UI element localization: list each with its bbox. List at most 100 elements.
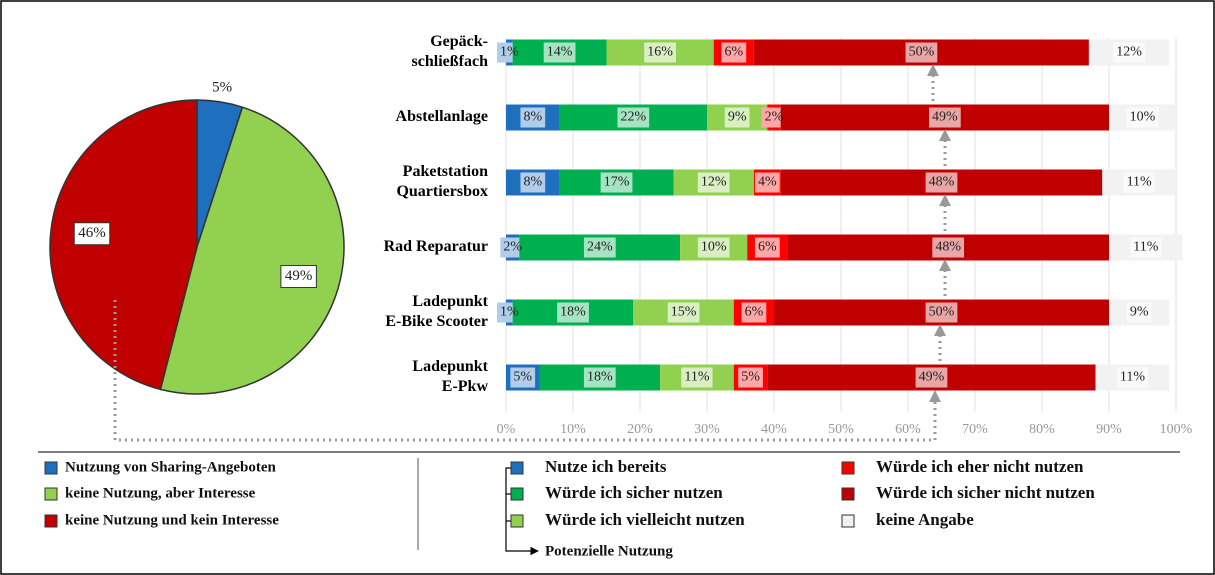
- label-tint: [583, 237, 616, 258]
- label-bg: [667, 302, 700, 323]
- legend-swatch: [841, 461, 855, 475]
- value-label: 2%: [503, 240, 522, 255]
- value-label: 6%: [758, 240, 777, 255]
- value-label: 6%: [745, 305, 764, 320]
- label-tint: [697, 237, 730, 258]
- label-bg: [697, 172, 730, 193]
- label-bg: [932, 237, 965, 258]
- legend-label: keine Angabe: [876, 510, 974, 529]
- value-label-box: [543, 42, 576, 63]
- value-label: 12%: [1116, 45, 1142, 60]
- label-tint: [510, 367, 536, 388]
- label-tint: [1126, 107, 1159, 128]
- label-bg: [754, 172, 780, 193]
- x-tick-label: 20%: [627, 422, 653, 437]
- label-bg: [721, 42, 747, 63]
- y-tick-label: Ladepunkt: [412, 358, 488, 375]
- label-tint: [741, 302, 767, 323]
- value-label-box: [721, 42, 747, 63]
- legend-swatch: [44, 461, 58, 475]
- value-label: 15%: [671, 305, 697, 320]
- value-label: 48%: [929, 175, 955, 190]
- y-tick-label: Rad Reparatur: [384, 238, 488, 255]
- legend-swatch: [44, 514, 58, 528]
- label-tint: [754, 172, 780, 193]
- label-bg: [543, 42, 576, 63]
- value-label: 5%: [741, 370, 760, 385]
- value-label: 24%: [587, 240, 613, 255]
- label-bg: [915, 367, 948, 388]
- value-label-box: [697, 237, 730, 258]
- value-label: 9%: [1130, 305, 1149, 320]
- value-label-box: [738, 367, 763, 388]
- value-label: 1%: [500, 305, 519, 320]
- y-tick-label: E-Bike Scooter: [385, 313, 488, 330]
- x-tick-label: 10%: [560, 422, 586, 437]
- label-bg: [583, 367, 616, 388]
- label-bg: [1113, 42, 1145, 63]
- label-tint: [600, 172, 633, 193]
- label-tint: [915, 367, 948, 388]
- value-label: 49%: [919, 370, 945, 385]
- value-label: 12%: [701, 175, 727, 190]
- legend-label: Nutze ich bereits: [545, 457, 667, 476]
- legend-label: keine Nutzung, aber Interesse: [65, 485, 256, 501]
- value-label: 49%: [932, 110, 958, 125]
- label-bg: [925, 172, 958, 193]
- value-label-box: [754, 172, 780, 193]
- label-tint: [500, 237, 526, 258]
- value-label-box: [925, 172, 958, 193]
- label-tint: [932, 237, 965, 258]
- label-tint: [697, 172, 730, 193]
- label-bg: [741, 302, 767, 323]
- label-tint: [1130, 237, 1162, 258]
- label-bg: [929, 107, 961, 128]
- value-label-box: [510, 367, 536, 388]
- label-tint: [557, 302, 589, 323]
- label-bg: [1126, 302, 1152, 323]
- value-label: 10%: [701, 240, 727, 255]
- value-label-box: [520, 107, 546, 128]
- value-label-box: [667, 302, 700, 323]
- x-tick-label: 100%: [1160, 422, 1193, 437]
- legend-swatch: [510, 461, 524, 475]
- value-label: 4%: [758, 175, 777, 190]
- label-bg: [681, 367, 713, 388]
- label-bg: [761, 107, 787, 128]
- y-tick-label: Ladepunkt: [412, 293, 488, 310]
- label-tint: [1116, 367, 1149, 388]
- x-tick-label: 80%: [1029, 422, 1055, 437]
- value-label: 2%: [765, 110, 784, 125]
- label-bg: [500, 237, 526, 258]
- legend-swatch: [44, 487, 58, 501]
- value-label: 1%: [500, 45, 519, 60]
- value-label-box: [929, 107, 961, 128]
- label-tint: [721, 42, 747, 63]
- label-tint: [520, 172, 546, 193]
- x-tick-label: 30%: [694, 422, 720, 437]
- legend-label: Würde ich vielleicht nutzen: [545, 510, 745, 529]
- value-label: 14%: [547, 45, 573, 60]
- label-bg: [1130, 237, 1162, 258]
- annotation: Potenzielle Nutzung: [545, 543, 673, 559]
- value-label-box: [500, 237, 526, 258]
- value-label: 11%: [1127, 175, 1152, 190]
- label-bg: [644, 42, 676, 63]
- value-label-box: [697, 172, 730, 193]
- value-label-box: [915, 367, 948, 388]
- y-tick-label: Abstellanlage: [396, 108, 488, 125]
- value-label: 6%: [724, 45, 743, 60]
- y-tick-label: schließfach: [412, 53, 489, 70]
- value-label: 17%: [604, 175, 630, 190]
- value-label: 22%: [620, 110, 646, 125]
- label-bg: [520, 172, 546, 193]
- label-bg: [754, 237, 780, 258]
- label-tint: [929, 107, 961, 128]
- label-tint: [925, 172, 958, 193]
- marks: [49, 39, 1183, 395]
- value-label-box: [925, 302, 958, 323]
- value-label-box: [1123, 172, 1155, 193]
- value-label: 16%: [647, 45, 673, 60]
- value-label: 50%: [929, 305, 955, 320]
